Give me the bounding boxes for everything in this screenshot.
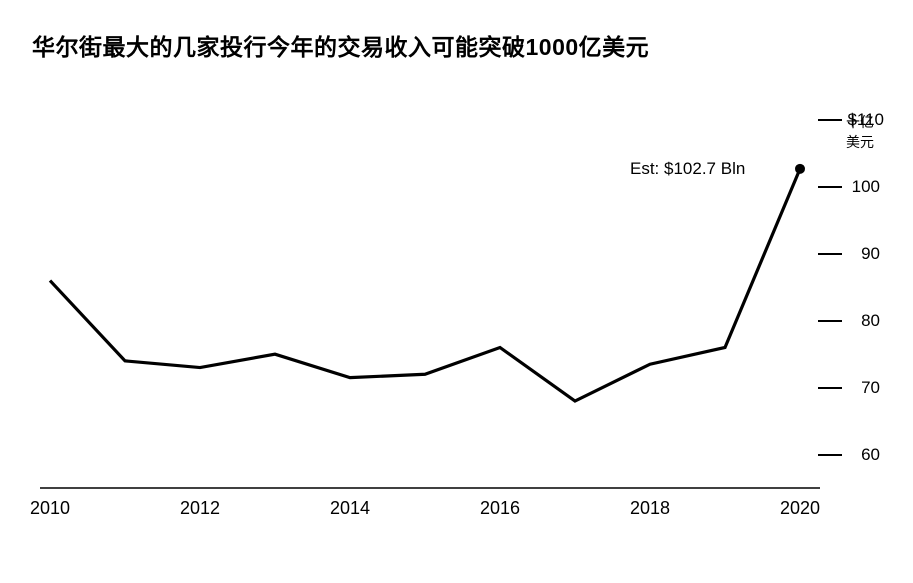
estimate-annotation: Est: $102.7 Bln — [630, 159, 745, 179]
y-tick-mark — [818, 320, 842, 322]
y-tick-mark — [818, 454, 842, 456]
x-tick-label: 2018 — [630, 498, 670, 519]
y-tick-label: 100 — [844, 177, 880, 197]
x-tick-label: 2012 — [180, 498, 220, 519]
y-tick-mark — [818, 253, 842, 255]
x-tick-label: 2014 — [330, 498, 370, 519]
x-tick-label: 2020 — [780, 498, 820, 519]
y-unit-label: 十亿美元 — [846, 112, 880, 152]
y-tick-label: 80 — [844, 311, 880, 331]
line-chart: 20102012201420162018202060708090100$110十… — [40, 120, 880, 540]
y-tick-mark — [818, 119, 842, 121]
last-point-marker — [795, 164, 805, 174]
y-tick-label: 60 — [844, 445, 880, 465]
data-line — [50, 169, 800, 401]
y-tick-mark — [818, 186, 842, 188]
x-tick-label: 2010 — [30, 498, 70, 519]
y-tick-label: 90 — [844, 244, 880, 264]
x-tick-label: 2016 — [480, 498, 520, 519]
y-tick-mark — [818, 387, 842, 389]
chart-title: 华尔街最大的几家投行今年的交易收入可能突破1000亿美元 — [32, 28, 649, 62]
y-tick-label: 70 — [844, 378, 880, 398]
chart-svg — [40, 120, 880, 540]
